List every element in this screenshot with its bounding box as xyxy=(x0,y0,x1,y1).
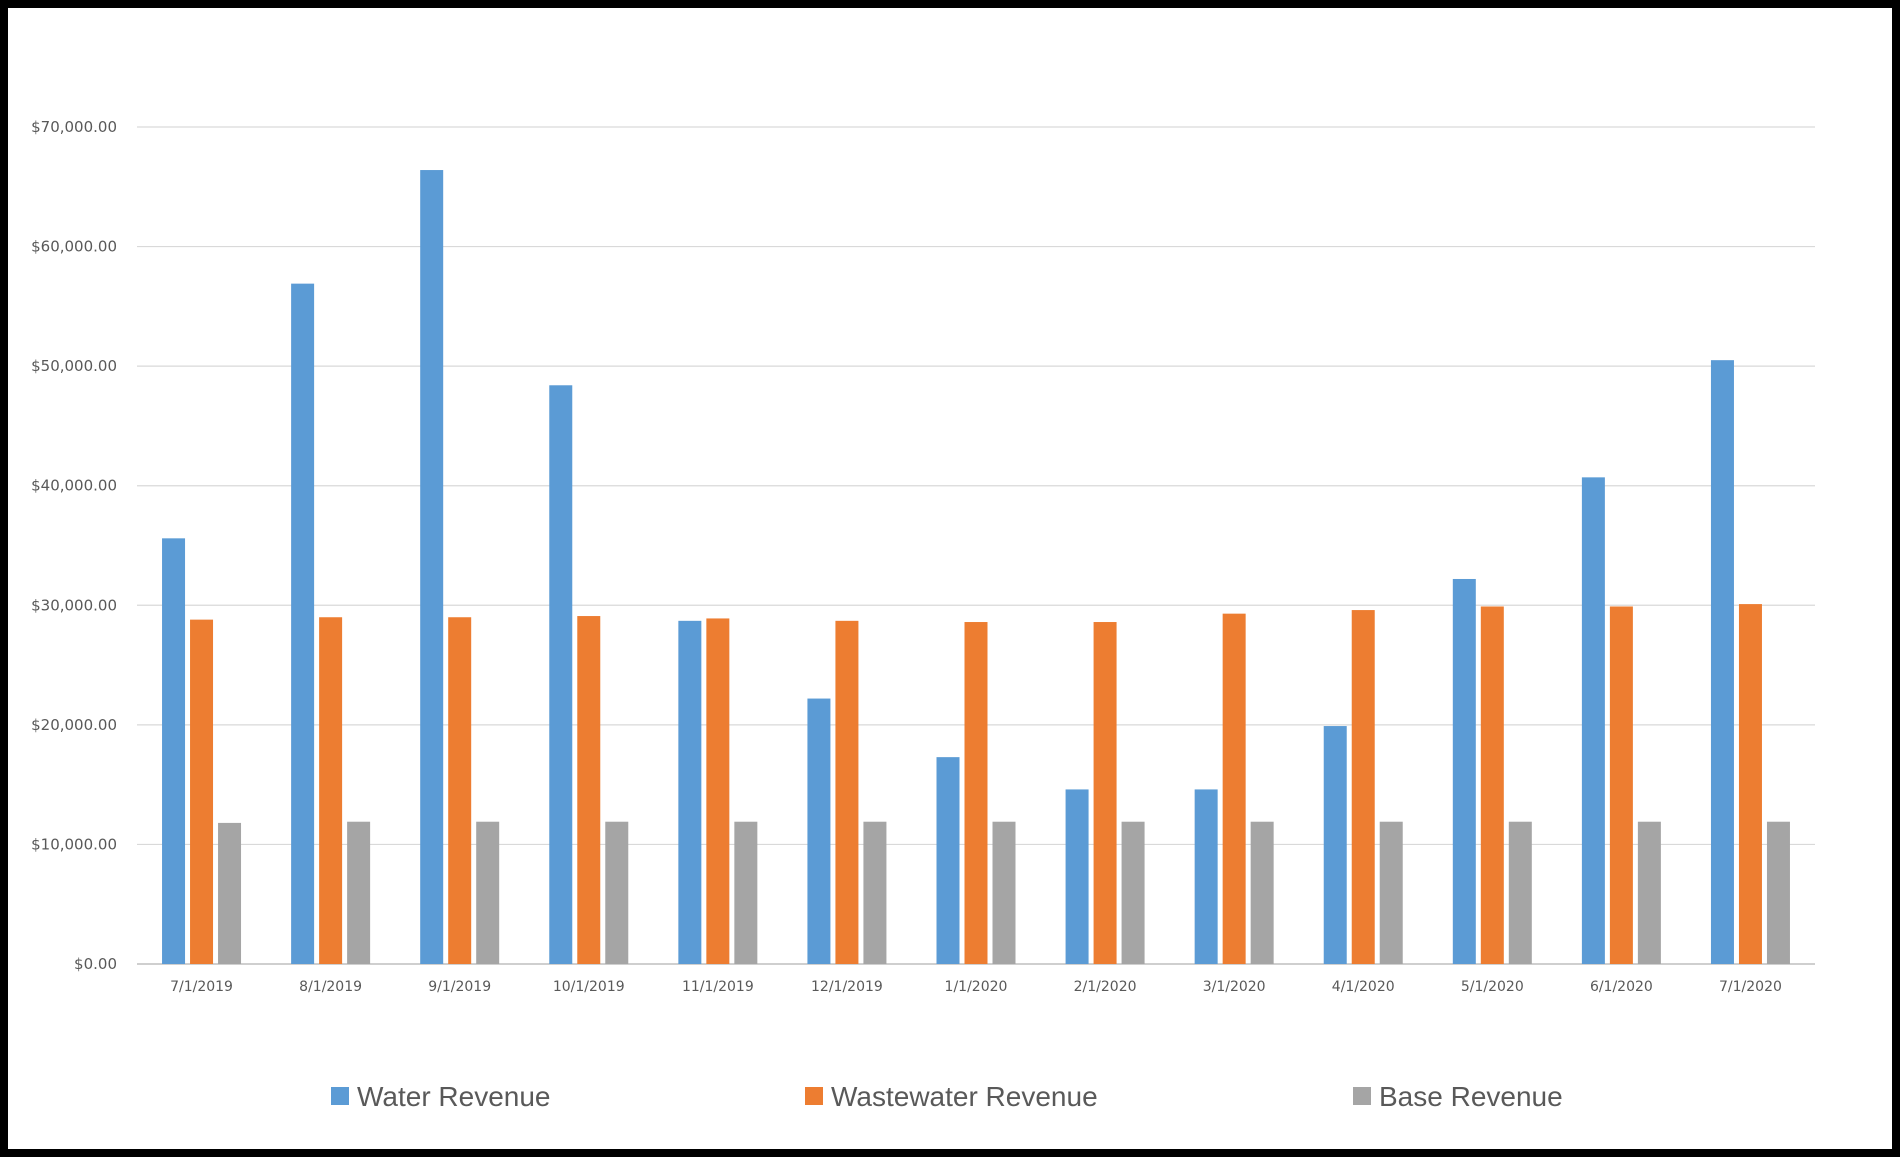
bar-water-revenue xyxy=(1581,477,1605,964)
x-tick-label: 7/1/2020 xyxy=(1719,979,1782,995)
x-tick-label: 7/1/2019 xyxy=(170,979,233,995)
legend-label: Wastewater Revenue xyxy=(831,1081,1098,1112)
bar-base-revenue xyxy=(1379,821,1403,964)
bar-base-revenue xyxy=(605,821,629,964)
y-tick-label: $30,000.00 xyxy=(31,596,117,614)
y-tick-label: $20,000.00 xyxy=(31,716,117,734)
bar-water-revenue xyxy=(1323,726,1347,964)
bar-wastewater-revenue xyxy=(1738,604,1762,964)
bar-base-revenue xyxy=(734,821,758,964)
bar-water-revenue xyxy=(807,698,831,964)
legend-swatch xyxy=(331,1087,349,1105)
bar-base-revenue xyxy=(863,821,887,964)
x-tick-label: 1/1/2020 xyxy=(945,979,1008,995)
legend-item: Wastewater Revenue xyxy=(805,1081,1098,1112)
bar-wastewater-revenue xyxy=(448,617,472,964)
bar-base-revenue xyxy=(476,821,500,964)
bar-water-revenue xyxy=(936,757,960,964)
bar-wastewater-revenue xyxy=(835,620,859,964)
x-tick-label: 10/1/2019 xyxy=(553,979,625,995)
bar-wastewater-revenue xyxy=(1093,622,1117,964)
legend-label: Water Revenue xyxy=(357,1081,551,1112)
bar-water-revenue xyxy=(678,620,702,964)
x-tick-label: 2/1/2020 xyxy=(1074,979,1137,995)
legend-label: Base Revenue xyxy=(1379,1081,1563,1112)
x-tick-label: 3/1/2020 xyxy=(1203,979,1266,995)
x-tick-label: 9/1/2019 xyxy=(428,979,491,995)
y-tick-label: $50,000.00 xyxy=(31,357,117,375)
bar-water-revenue xyxy=(420,170,444,964)
x-tick-label: 4/1/2020 xyxy=(1332,979,1395,995)
bar-base-revenue xyxy=(1637,821,1661,964)
x-tick-label: 5/1/2020 xyxy=(1461,979,1524,995)
bar-water-revenue xyxy=(1710,360,1734,964)
bar-wastewater-revenue xyxy=(964,622,988,964)
y-tick-label: $60,000.00 xyxy=(31,238,117,256)
bar-water-revenue xyxy=(1452,578,1476,964)
bar-wastewater-revenue xyxy=(1480,606,1504,964)
legend-swatch xyxy=(805,1087,823,1105)
bar-base-revenue xyxy=(1250,821,1274,964)
y-tick-label: $0.00 xyxy=(74,955,117,973)
legend-item: Water Revenue xyxy=(331,1081,551,1112)
bar-wastewater-revenue xyxy=(1222,613,1246,964)
x-tick-label: 11/1/2019 xyxy=(682,979,754,995)
legend-item: Base Revenue xyxy=(1353,1081,1563,1112)
y-tick-label: $70,000.00 xyxy=(31,118,117,136)
legend-swatch xyxy=(1353,1087,1371,1105)
bar-base-revenue xyxy=(1508,821,1532,964)
bar-wastewater-revenue xyxy=(1351,610,1375,964)
bar-wastewater-revenue xyxy=(190,619,214,964)
bar-base-revenue xyxy=(218,822,242,964)
bar-wastewater-revenue xyxy=(1609,606,1633,964)
bar-water-revenue xyxy=(1194,789,1218,964)
bar-water-revenue xyxy=(549,385,573,964)
bar-base-revenue xyxy=(1121,821,1145,964)
bar-wastewater-revenue xyxy=(577,616,601,964)
bar-water-revenue xyxy=(291,283,315,965)
x-tick-label: 8/1/2019 xyxy=(299,979,362,995)
bar-water-revenue xyxy=(1065,789,1089,964)
bar-base-revenue xyxy=(992,821,1016,964)
x-tick-label: 6/1/2020 xyxy=(1590,979,1653,995)
bar-water-revenue xyxy=(162,538,186,964)
bar-base-revenue xyxy=(347,821,371,964)
y-tick-label: $40,000.00 xyxy=(31,477,117,495)
bar-wastewater-revenue xyxy=(706,618,730,964)
bar-base-revenue xyxy=(1766,821,1790,964)
y-tick-label: $10,000.00 xyxy=(31,835,117,853)
bar-wastewater-revenue xyxy=(319,617,343,964)
x-tick-label: 12/1/2019 xyxy=(811,979,883,995)
